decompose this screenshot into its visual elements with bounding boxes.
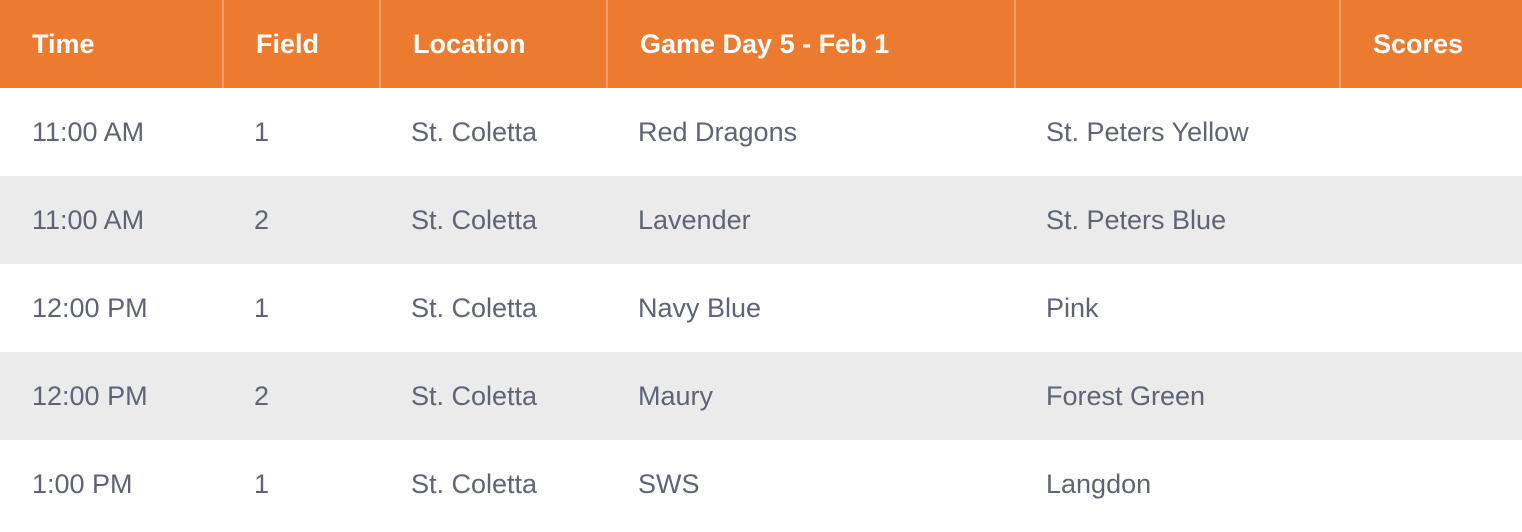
schedule-header-row: Time Field Location Game Day 5 - Feb 1 S… — [0, 0, 1522, 88]
cell-home-team: Maury — [638, 380, 714, 411]
header-location: Location — [379, 0, 606, 88]
cell-away-team: St. Peters Blue — [1046, 204, 1227, 235]
table-row: 1:00 PM 1 St. Coletta SWS Langdon — [0, 440, 1522, 528]
cell-scores — [1339, 352, 1522, 440]
cell-scores — [1339, 440, 1522, 528]
cell-home-team: SWS — [638, 468, 700, 499]
cell-away-team: Pink — [1046, 292, 1099, 323]
cell-field: 1 — [254, 292, 270, 323]
cell-home-team: Navy Blue — [638, 292, 762, 323]
cell-scores — [1339, 264, 1522, 352]
cell-field: 1 — [254, 468, 270, 499]
table-row: 11:00 AM 1 St. Coletta Red Dragons St. P… — [0, 88, 1522, 176]
cell-field: 2 — [254, 204, 270, 235]
cell-location: St. Coletta — [411, 380, 538, 411]
cell-scores — [1339, 176, 1522, 264]
cell-time: 11:00 AM — [32, 116, 145, 147]
header-scores: Scores — [1339, 0, 1522, 88]
cell-location: St. Coletta — [411, 468, 538, 499]
cell-time: 11:00 AM — [32, 204, 145, 235]
table-row: 12:00 PM 1 St. Coletta Navy Blue Pink — [0, 264, 1522, 352]
cell-field: 2 — [254, 380, 270, 411]
header-opponent — [1014, 0, 1339, 88]
cell-scores — [1339, 88, 1522, 176]
cell-location: St. Coletta — [411, 116, 538, 147]
cell-time: 1:00 PM — [32, 468, 133, 499]
cell-home-team: Red Dragons — [638, 116, 798, 147]
cell-field: 1 — [254, 116, 270, 147]
header-field: Field — [222, 0, 379, 88]
table-row: 12:00 PM 2 St. Coletta Maury Forest Gree… — [0, 352, 1522, 440]
cell-away-team: Forest Green — [1046, 380, 1206, 411]
header-game-day: Game Day 5 - Feb 1 — [606, 0, 1014, 88]
cell-away-team: Langdon — [1046, 468, 1152, 499]
cell-location: St. Coletta — [411, 292, 538, 323]
cell-time: 12:00 PM — [32, 292, 148, 323]
header-time: Time — [32, 28, 95, 59]
cell-location: St. Coletta — [411, 204, 538, 235]
table-row: 11:00 AM 2 St. Coletta Lavender St. Pete… — [0, 176, 1522, 264]
cell-home-team: Lavender — [638, 204, 751, 235]
cell-away-team: St. Peters Yellow — [1046, 116, 1249, 147]
cell-time: 12:00 PM — [32, 380, 148, 411]
